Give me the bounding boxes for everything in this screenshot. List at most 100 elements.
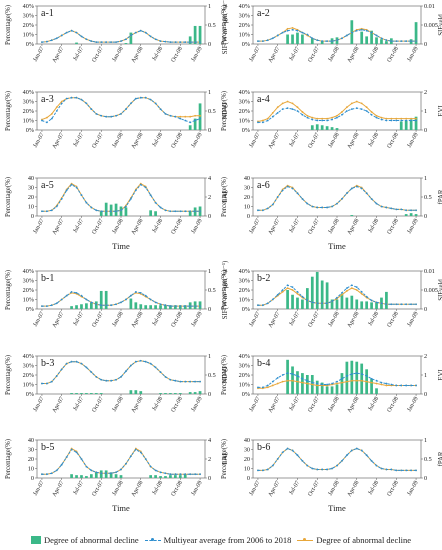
- series-multiyear-line-point: [370, 113, 373, 116]
- series-multiyear-line-point: [110, 41, 113, 43]
- series-multiyear-line-point: [301, 377, 304, 380]
- x-tick-label: Jul-07: [289, 311, 302, 327]
- series-multiyear-line-point: [296, 192, 299, 195]
- series-multiyear-line-point: [169, 305, 172, 308]
- x-axis-label: Time: [112, 241, 130, 251]
- bar: [193, 118, 197, 130]
- series-multiyear-line-point: [296, 291, 299, 293]
- y-tick-label: 20%: [239, 22, 250, 29]
- series-multiyear-line-point: [80, 294, 83, 297]
- x-tick-label: Oct-07: [307, 311, 321, 328]
- series-multiyear-line-point: [125, 462, 127, 465]
- bar: [149, 210, 153, 216]
- series-multiyear-line-point: [286, 447, 289, 450]
- series-abnormal-line-point: [301, 111, 304, 113]
- series-multiyear-line-point: [311, 467, 314, 470]
- series-multiyear-line-point: [105, 115, 108, 118]
- x-tick-label: Jan-07: [248, 311, 261, 328]
- series-multiyear-line-point: [286, 185, 289, 188]
- x-tick-label: Apr-08: [347, 396, 361, 414]
- series-multiyear-line-point: [169, 378, 172, 381]
- series-multiyear-line-point: [115, 210, 117, 213]
- x-tick-label: Jul-07: [73, 311, 86, 327]
- series-multiyear-line-point: [276, 376, 279, 379]
- series-multiyear-line-point: [105, 41, 108, 43]
- series-multiyear-line-point: [375, 301, 378, 304]
- series-abnormal-line-point: [360, 379, 363, 382]
- x-tick-label: Jul-08: [368, 396, 381, 412]
- x-tick-label: Jul-08: [152, 311, 165, 327]
- bar: [355, 299, 359, 309]
- y2-axis-label: NDVI: [222, 366, 229, 384]
- bar: [178, 305, 182, 309]
- series-multiyear-line-point: [316, 302, 319, 305]
- bar: [335, 128, 339, 130]
- y-tick-label: 30%: [23, 363, 34, 370]
- series-multiyear-line-point: [85, 366, 88, 369]
- series-multiyear-line-point: [365, 110, 368, 112]
- y-axis-label: Percentage(%): [5, 91, 12, 131]
- x-tick-label: Jul-07: [73, 132, 86, 148]
- series-multiyear-line-point: [400, 384, 403, 387]
- bar: [129, 390, 133, 394]
- series-multiyear-line-point: [360, 187, 363, 190]
- series-multiyear-line-point: [100, 114, 103, 117]
- series-multiyear-line-point: [105, 304, 108, 307]
- x-tick-label: Jul-08: [152, 46, 165, 62]
- bar: [99, 393, 103, 394]
- series-multiyear-line-point: [95, 209, 98, 212]
- series-abnormal-line-point: [345, 380, 348, 383]
- series-abnormal-line-point: [286, 287, 289, 289]
- series-multiyear-line-point: [370, 377, 373, 380]
- series-multiyear-line-point: [395, 119, 398, 122]
- series-abnormal-line-point: [286, 100, 289, 103]
- series-multiyear-line-point: [95, 303, 98, 306]
- bar: [325, 282, 329, 309]
- series-multiyear-line-point: [174, 305, 177, 308]
- panel-a-2: a-2 0% 10% 20% 30% 40% 0 0.005 0.01 Percentage(%)…: [221, 3, 442, 64]
- x-tick-label: Apr-08: [131, 132, 145, 150]
- bar: [365, 36, 369, 44]
- y-axis-label: Percentage(%): [221, 177, 228, 217]
- series-multiyear-line-point: [345, 110, 348, 112]
- y-tick-label: 40%: [239, 89, 250, 96]
- bar: [291, 34, 294, 44]
- series-abnormal-line-point: [350, 102, 353, 105]
- series-multiyear-line-point: [316, 206, 319, 209]
- series-multiyear-line-point: [184, 473, 187, 476]
- series-abnormal-line-point: [281, 291, 284, 293]
- series-abnormal-line-point: [306, 114, 309, 117]
- series-multiyear-line-point: [184, 210, 187, 213]
- series-multiyear-line-point: [415, 119, 417, 122]
- series-multiyear-line-point: [380, 467, 383, 470]
- x-tick-label: Jan-08: [328, 46, 341, 63]
- series-multiyear-line-point: [129, 364, 132, 367]
- series-multiyear-line-point: [341, 198, 343, 200]
- series-multiyear-line-point: [194, 380, 197, 383]
- series-multiyear-line-point: [184, 305, 187, 308]
- series-multiyear-line-point: [154, 102, 157, 105]
- y-tick-label: 10%: [239, 118, 250, 125]
- series-multiyear-line-point: [105, 210, 108, 213]
- bar: [370, 378, 373, 394]
- bar: [104, 202, 108, 216]
- series-multiyear-line-point: [169, 473, 172, 476]
- series-abnormal-line-point: [336, 382, 338, 385]
- series-multiyear-line-point: [365, 454, 368, 457]
- series-abnormal-line-point: [189, 115, 192, 118]
- series-multiyear-line-point: [159, 371, 162, 374]
- bar: [159, 305, 162, 309]
- y2-tick-label: 0.5: [208, 372, 216, 379]
- x-tick-label: Jul-08: [368, 480, 381, 496]
- series-abnormal-line-point: [281, 380, 284, 383]
- series-multiyear-line-point: [311, 118, 314, 121]
- series-multiyear-line-point: [45, 121, 48, 124]
- series-multiyear-line-point: [85, 38, 88, 41]
- bar: [94, 393, 98, 394]
- series-abnormal-line-point: [286, 379, 289, 382]
- series-multiyear-line-point: [164, 209, 167, 212]
- y-tick-label: 20%: [239, 108, 250, 115]
- series-multiyear-line-point: [164, 40, 167, 43]
- series-multiyear-line-point: [80, 194, 83, 197]
- x-tick-label: Jul-07: [73, 396, 86, 412]
